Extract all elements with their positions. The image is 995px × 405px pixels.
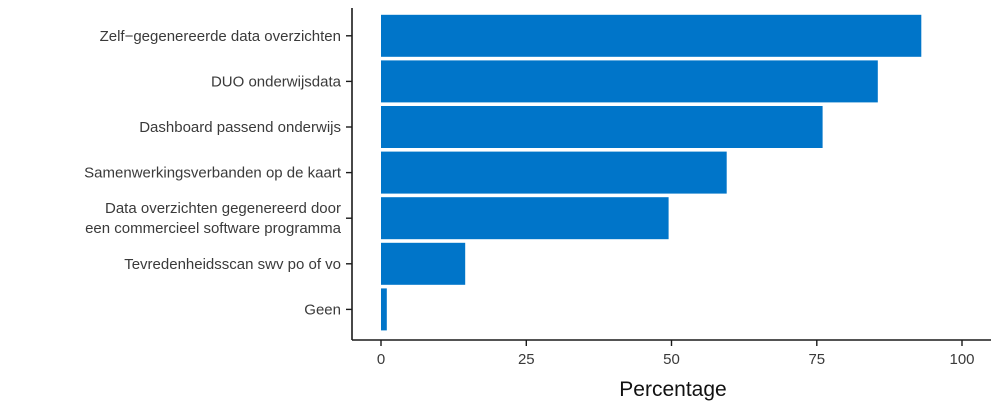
x-axis-title: Percentage <box>619 378 726 401</box>
category-labels: Zelf−gegenereerde data overzichten DUO on… <box>84 28 352 318</box>
x-tick-label: 25 <box>518 351 535 368</box>
bar <box>381 242 466 285</box>
x-tick-label: 100 <box>949 351 974 368</box>
x-ticks: 0 25 50 75 100 <box>377 340 975 368</box>
category-label: Tevredenheidsscan swv po of vo <box>124 256 341 273</box>
category-label: Geen <box>304 301 341 318</box>
bar <box>381 288 387 331</box>
category-label: Zelf−gegenereerde data overzichten <box>100 28 341 45</box>
category-label: Samenwerkingsverbanden op de kaart <box>84 165 342 182</box>
bars-layer <box>381 14 922 331</box>
x-tick-label: 75 <box>808 351 825 368</box>
x-tick-label: 0 <box>377 351 385 368</box>
category-label: DUO onderwijsdata <box>211 73 342 90</box>
category-label: Dashboard passend onderwijs <box>139 119 341 136</box>
category-label: Data overzichten gegenereerd door een com… <box>85 200 342 237</box>
bar <box>381 197 669 240</box>
bar <box>381 14 922 57</box>
x-tick-label: 50 <box>663 351 680 368</box>
bar <box>381 106 823 148</box>
bar <box>381 60 878 103</box>
bar <box>381 151 727 194</box>
